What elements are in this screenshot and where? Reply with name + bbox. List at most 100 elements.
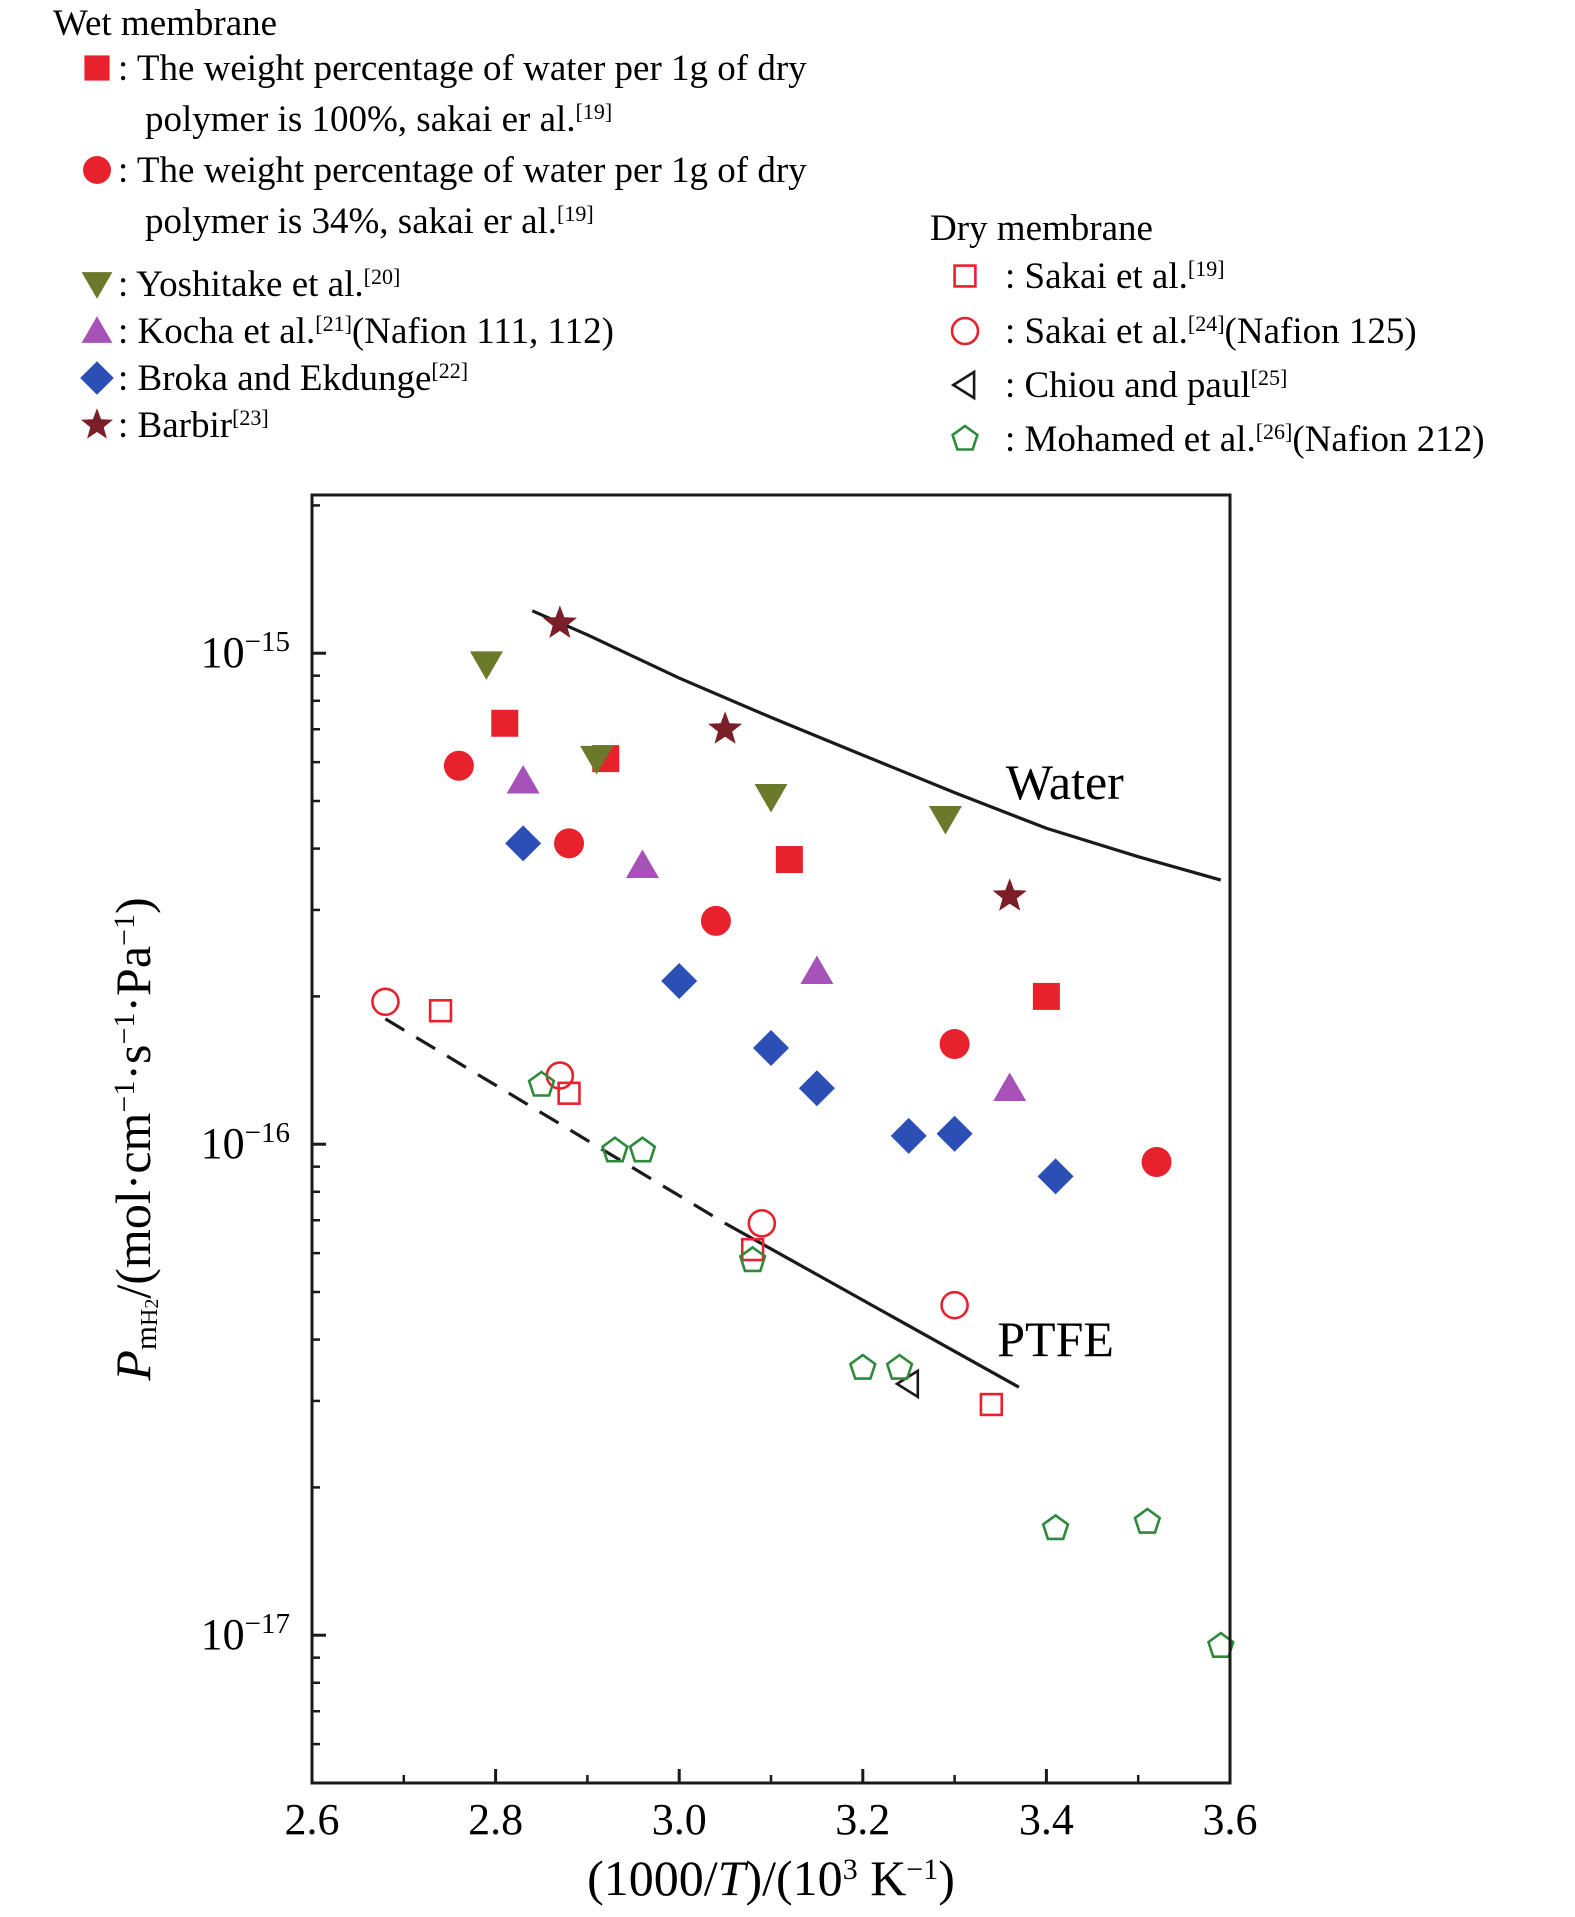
legend-marker-icon [81,272,113,299]
water-curve [531,609,1222,882]
fit-lines [384,609,1222,1389]
y-tick-label: 10−16 [201,1117,290,1168]
data-point-square-filled [592,745,620,773]
legend-entry-text: : Sakai et al.[24](Nafion 125) [1005,311,1417,353]
data-point-triangle-up-filled [800,955,834,985]
legend-entry-dry-2: : Sakai et al.[24](Nafion 125) [950,311,1417,353]
data-point-circle-open [371,987,400,1017]
data-point-pentagon-open [628,1136,657,1163]
legend-entry-text: : Chiou and paul[25] [1005,365,1287,407]
data-point-square-open [979,1392,1004,1417]
dry-legend-entries: : Sakai et al.[19] : Sakai et al.[24](Naf… [950,256,1485,461]
y-axis-label: PmH2/(mol·cm−1·s−1·Pa−1) [105,897,163,1381]
data-point-circle-filled [939,1028,970,1059]
data-point-square-filled [1032,982,1060,1010]
legend-entry-wet-2: : The weight percentage of water per 1g … [83,150,807,242]
dry-membrane-title: Dry membrane [930,208,1153,249]
data-point-circle-filled [554,828,585,859]
data-point-pentagon-open [1041,1513,1070,1541]
wet-legend-entries: : The weight percentage of water per 1g … [80,48,807,446]
data-point-diamond-filled [753,1030,789,1067]
data-point-diamond-filled [936,1115,973,1152]
data-points [371,605,1235,1658]
legend: Wet membrane Dry membrane : The weight p… [53,3,1485,461]
data-point-triangle-down-filled [754,784,788,813]
data-point-diamond-filled [890,1117,927,1154]
data-point-circle-open [545,1061,575,1090]
legend-entry-text: : Sakai et al.[19] [1005,256,1225,298]
x-axis: 2.6 2.8 3.0 3.2 3.4 3.6 [285,1769,1258,1844]
data-point-circle-filled [443,750,474,781]
legend-marker-icon [80,361,114,395]
legend-marker-icon [84,55,110,81]
legend-entry-text: : The weight percentage of water per 1g … [118,150,807,191]
data-point-triangle-down-filled [580,745,614,775]
curve-label: Water [1006,754,1124,810]
legend-marker-icon [83,156,111,184]
wet-membrane-title: Wet membrane [53,3,277,44]
data-point-pentagon-open [738,1245,767,1273]
legend-marker-icon [81,408,113,439]
data-point-star-filled [708,711,743,744]
legend-entry-text: : Broka and Ekdunge[22] [118,358,468,400]
y-tick-label: 10−15 [201,626,290,677]
legend-entry-text: : Mohamed et al.[26](Nafion 212) [1005,419,1485,461]
data-point-star-filled [542,605,577,638]
x-tick-label: 3.0 [652,1795,707,1844]
data-point-triangle-left-open [894,1368,920,1400]
data-point-circle-filled [700,905,731,936]
data-point-pentagon-open [1133,1507,1162,1534]
ptfe-line-solid [724,1221,1020,1389]
legend-entry-text: : The weight percentage of water per 1g … [118,48,807,89]
data-point-pentagon-open [601,1136,629,1163]
data-point-pentagon-open [848,1353,877,1380]
data-point-square-filled [775,846,803,874]
data-point-diamond-filled [661,962,698,999]
x-axis-label: (1000/T)/(103 K−1) [587,1850,955,1906]
curve-labels: Water PTFE [997,754,1124,1367]
data-point-square-filled [491,709,519,737]
legend-entry-wet-1: : The weight percentage of water per 1g … [84,48,807,140]
data-point-triangle-down-filled [928,806,962,835]
legend-entry-wet-6: : Barbir[23] [81,405,269,447]
legend-marker-icon [81,316,113,343]
data-point-pentagon-open [1206,1631,1235,1658]
x-tick-label: 2.6 [285,1795,340,1844]
data-point-square-open [428,999,453,1023]
ptfe-line-dashed [384,1017,726,1225]
legend-marker-icon [950,369,976,401]
legend-entry-wet-4: : Kocha et al.[21](Nafion 111, 112) [81,311,614,353]
data-point-pentagon-open [527,1070,556,1097]
legend-entry-dry-3: : Chiou and paul[25] [950,365,1287,407]
x-tick-label: 2.8 [468,1795,523,1844]
legend-entry-text: : Barbir[23] [118,405,269,447]
data-point-star-filled [992,878,1027,911]
legend-entry-text: polymer is 34%, sakai er al.[19] [145,201,594,243]
data-point-diamond-filled [798,1070,835,1107]
curve-label: PTFE [997,1311,1114,1367]
data-point-triangle-up-filled [625,849,659,878]
legend-marker-icon [951,424,979,451]
data-point-circle-open [747,1209,777,1238]
legend-marker-icon [950,316,980,346]
data-point-square-open [740,1237,765,1262]
legend-entry-wet-3: : Yoshitake et al.[20] [81,264,400,306]
data-point-diamond-filled [1037,1158,1074,1195]
x-tick-label: 3.4 [1019,1795,1074,1844]
data-point-diamond-filled [505,825,542,862]
legend-marker-icon [953,264,977,288]
y-tick-label: 10−17 [201,1608,290,1659]
data-point-pentagon-open [885,1353,914,1380]
legend-entry-dry-1: : Sakai et al.[19] [953,256,1225,298]
data-point-triangle-up-filled [993,1072,1027,1102]
plot-area-frame [310,493,1232,1785]
legend-entry-text: : Yoshitake et al.[20] [118,264,400,306]
legend-entry-text: : Kocha et al.[21](Nafion 111, 112) [118,311,614,353]
data-point-square-open [557,1081,581,1105]
x-tick-label: 3.6 [1203,1795,1258,1844]
y-axis: 10−15 10−16 10−17 [201,504,326,1785]
legend-entry-text: polymer is 100%, sakai er al.[19] [145,99,612,141]
data-point-triangle-up-filled [506,764,540,794]
x-tick-label: 3.2 [835,1795,890,1844]
legend-entry-wet-5: : Broka and Ekdunge[22] [80,358,468,400]
